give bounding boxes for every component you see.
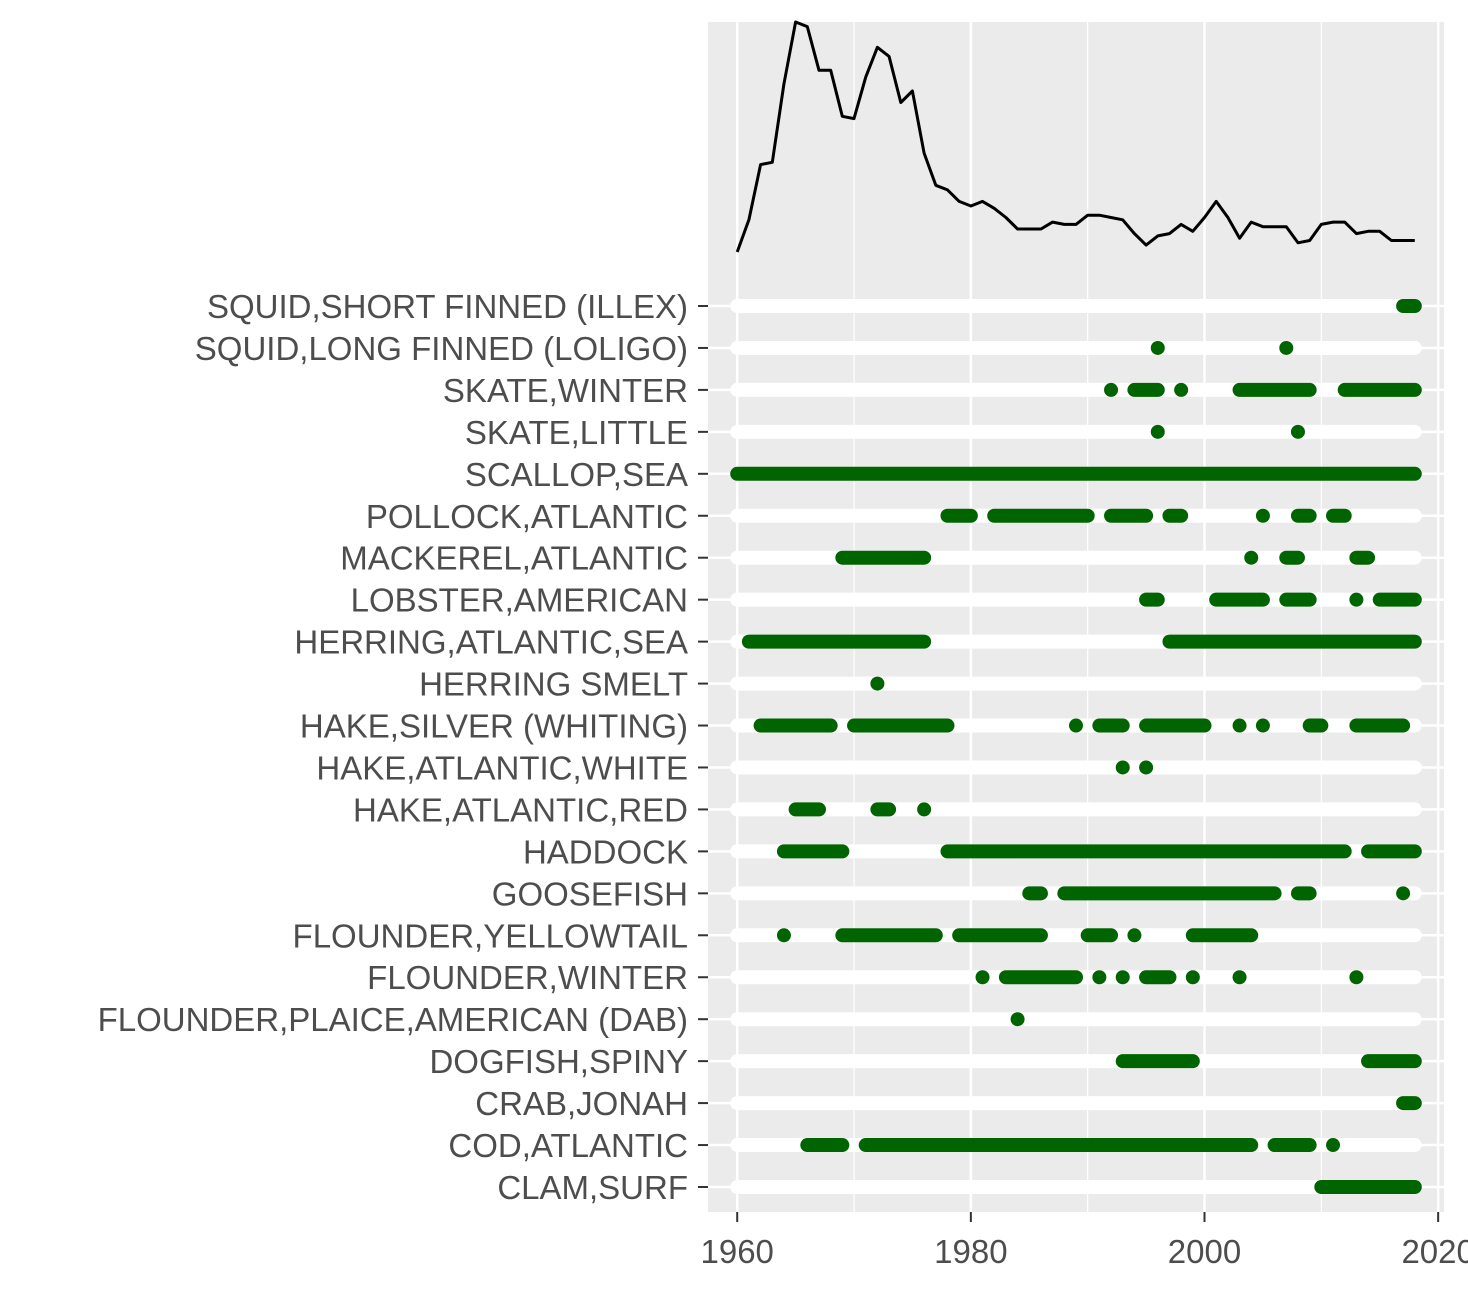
present-year-point [917,802,932,817]
present-year-point [1127,928,1142,943]
category-row [708,508,1444,523]
x-tick-label: 1980 [934,1233,1007,1270]
y-tick-label: MACKEREL,ATLANTIC [340,540,688,577]
category-row [708,1138,1444,1153]
y-tick-label: HAKE,ATLANTIC,RED [353,791,688,828]
category-row [708,592,1444,607]
category-row [708,886,1444,901]
present-year-point [1174,382,1189,397]
x-tick-label: 1960 [700,1233,773,1270]
category-row [708,382,1444,397]
present-year-point [870,676,885,691]
present-year-point [1115,760,1130,775]
y-axis: SQUID,SHORT FINNED (ILLEX) SQUID,LONG FIN… [98,288,708,1206]
present-year-point [1139,760,1154,775]
category-row [708,424,1444,439]
present-year-point [1115,970,1130,985]
present-year-point [1244,550,1259,565]
present-year-point [1279,340,1294,355]
y-tick-label: SQUID,SHORT FINNED (ILLEX) [207,288,688,325]
y-tick-label: HADDOCK [523,833,688,870]
y-tick-label: CLAM,SURF [497,1169,688,1206]
present-year-point [1326,1138,1341,1153]
y-tick-label: HERRING,ATLANTIC,SEA [294,624,688,661]
x-tick-label: 2000 [1168,1233,1241,1270]
bottom-panel-background [708,284,1444,1212]
present-year-point [1255,508,1270,523]
y-tick-label: CRAB,JONAH [475,1085,688,1122]
present-year-point [1232,718,1247,733]
present-year-point [1150,340,1165,355]
category-row [708,550,1444,565]
top-panel [708,20,1444,286]
y-tick-label: COD,ATLANTIC [448,1127,688,1164]
category-row [708,340,1444,355]
present-year-point [1150,424,1165,439]
present-year-point [1069,718,1083,733]
present-year-point [1010,1012,1025,1027]
category-row [708,718,1444,733]
present-year-point [1349,592,1364,607]
present-year-point [1185,970,1200,985]
y-tick-label: HAKE,ATLANTIC,WHITE [316,749,688,786]
category-rows [708,299,1444,1194]
present-year-point [1092,970,1107,985]
present-year-point [1255,718,1270,733]
present-year-point [1104,382,1119,397]
present-year-point [776,928,791,943]
present-year-point [1349,970,1364,985]
top-panel-background [708,22,1444,286]
y-tick-label: FLOUNDER,WINTER [367,959,688,996]
bottom-panel: SQUID,SHORT FINNED (ILLEX) SQUID,LONG FIN… [98,284,1468,1270]
y-tick-label: SKATE,LITTLE [465,414,688,451]
series-line [735,20,1415,253]
top-panel-grid [735,22,1440,286]
y-tick-label: HAKE,SILVER (WHITING) [300,708,688,745]
category-row [708,676,1444,691]
category-row [708,760,1444,775]
present-year-point [1396,886,1411,901]
category-row [708,802,1444,817]
y-tick-label: LOBSTER,AMERICAN [351,582,688,619]
present-year-point [1290,424,1305,439]
y-tick-label: DOGFISH,SPINY [429,1043,688,1080]
y-tick-label: FLOUNDER,PLAICE,AMERICAN (DAB) [98,1001,688,1038]
present-year-point [975,970,990,985]
category-row [708,970,1444,985]
category-row [708,1012,1444,1027]
y-tick-label: FLOUNDER,YELLOWTAIL [293,917,688,954]
y-tick-label: HERRING SMELT [419,666,688,703]
y-tick-label: SKATE,WINTER [443,372,688,409]
x-tick-label: 2020 [1401,1233,1468,1270]
category-row [708,928,1444,943]
x-axis: 1960 1980 2000 2020 [700,1212,1468,1270]
y-tick-label: GOOSEFISH [492,875,688,912]
y-tick-label: SCALLOP,SEA [465,456,688,493]
y-tick-label: POLLOCK,ATLANTIC [366,498,688,535]
present-year-point [1232,970,1247,985]
y-tick-label: SQUID,LONG FINNED (LOLIGO) [195,330,688,367]
